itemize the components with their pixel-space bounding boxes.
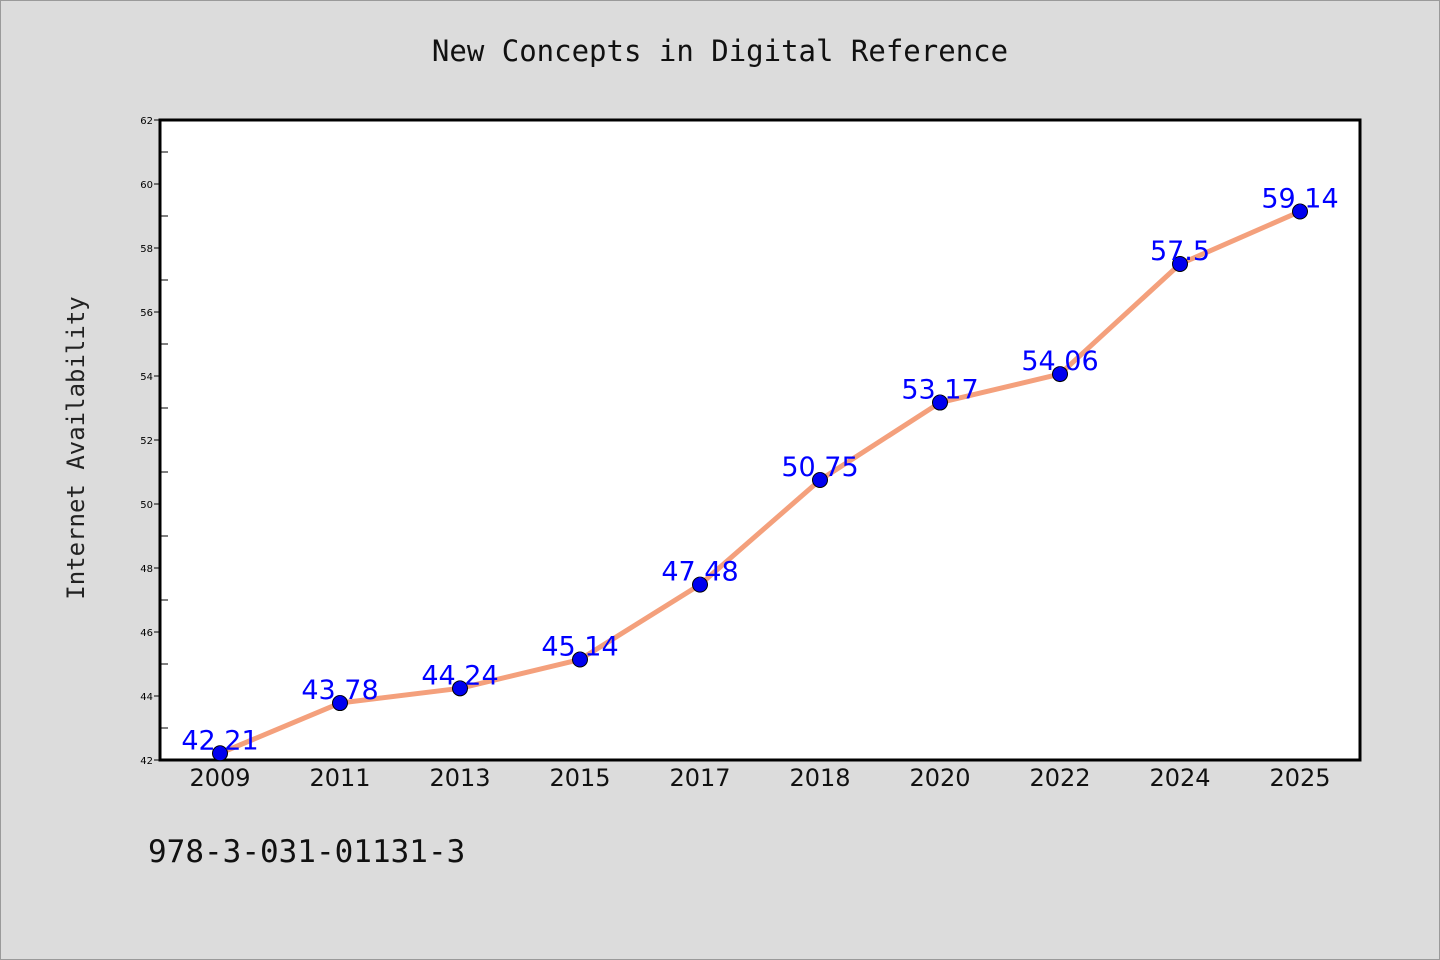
x-tick-label: 2009 — [189, 764, 250, 792]
data-point — [812, 472, 828, 488]
y-tick-label: 46 — [140, 628, 153, 639]
data-point — [332, 695, 348, 712]
data-point — [572, 651, 588, 668]
y-tick-label: 42 — [140, 756, 153, 767]
y-tick-label: 48 — [140, 564, 153, 575]
series-line — [217, 209, 1303, 756]
chart-title: New Concepts in Digital Reference — [431, 34, 1009, 68]
data-point — [212, 745, 228, 762]
data-point — [692, 576, 708, 593]
x-tick-label: 2022 — [1029, 764, 1090, 792]
x-tick-label: 2017 — [669, 764, 730, 792]
data-point — [932, 394, 948, 411]
data-label: 53.17 — [901, 375, 978, 406]
data-label: 42.21 — [181, 725, 258, 756]
data-point — [1052, 366, 1068, 383]
data-label: 54.06 — [1021, 346, 1098, 377]
data-label: 59.14 — [1261, 184, 1338, 215]
data-label: 57.5 — [1150, 236, 1210, 267]
data-label: 43.78 — [301, 675, 378, 706]
x-tick-label: 2018 — [789, 764, 850, 792]
y-tick-label: 44 — [140, 692, 153, 703]
y-tick-label: 60 — [140, 180, 153, 191]
y-tick-label: 54 — [140, 372, 153, 383]
x-tick-label: 2011 — [309, 764, 370, 792]
x-tick-label: 2015 — [549, 764, 610, 792]
y-tick-label: 58 — [140, 244, 153, 255]
data-point — [1172, 256, 1188, 272]
x-tick-label: 2013 — [429, 764, 490, 792]
data-label: 47.48 — [661, 557, 738, 588]
data-label: 44.24 — [421, 660, 498, 691]
plot-area — [158, 118, 1362, 762]
x-tick-label: 2020 — [909, 764, 970, 792]
x-tick-label: 2024 — [1149, 764, 1210, 792]
y-tick-label: 62 — [140, 116, 153, 127]
data-label: 50.75 — [781, 452, 858, 483]
data-label: 45.14 — [541, 632, 618, 663]
y-tick-label: 52 — [140, 436, 153, 447]
data-point — [452, 680, 468, 697]
y-tick-label: 56 — [140, 308, 153, 319]
isbn-footnote: 978-3-031-01131-3 — [148, 834, 466, 870]
y-tick-label: 50 — [140, 500, 153, 511]
x-tick-label: 2025 — [1269, 764, 1330, 792]
data-point — [1292, 203, 1308, 220]
